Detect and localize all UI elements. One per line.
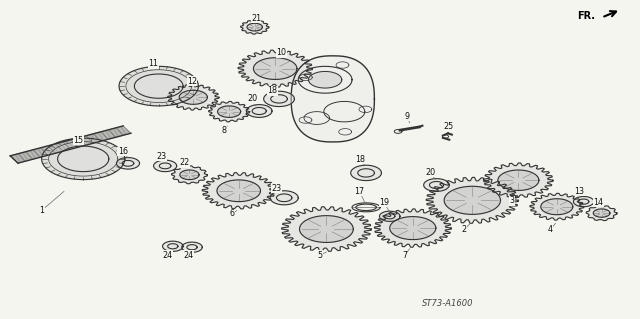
Polygon shape	[530, 193, 584, 220]
Text: 19: 19	[379, 198, 389, 207]
Text: 11: 11	[148, 59, 159, 68]
Polygon shape	[593, 209, 610, 217]
Polygon shape	[390, 217, 436, 240]
Text: 5: 5	[317, 251, 323, 260]
Polygon shape	[351, 165, 381, 181]
Polygon shape	[282, 207, 371, 251]
Polygon shape	[444, 186, 500, 214]
Text: 13: 13	[574, 187, 584, 196]
Polygon shape	[58, 146, 109, 172]
Polygon shape	[498, 170, 539, 190]
Polygon shape	[202, 173, 275, 209]
Polygon shape	[300, 216, 353, 242]
Text: 17: 17	[355, 187, 365, 196]
Polygon shape	[374, 209, 451, 247]
Polygon shape	[134, 74, 183, 98]
Text: 16: 16	[118, 147, 128, 156]
Text: 23: 23	[156, 152, 166, 161]
Polygon shape	[586, 205, 617, 221]
Polygon shape	[264, 91, 294, 107]
Text: 20: 20	[425, 168, 435, 177]
Text: 20: 20	[247, 94, 257, 103]
Polygon shape	[247, 23, 262, 31]
Polygon shape	[246, 105, 272, 117]
Polygon shape	[484, 163, 553, 197]
Polygon shape	[380, 211, 400, 221]
Text: 4: 4	[548, 225, 553, 234]
Polygon shape	[270, 191, 298, 205]
Polygon shape	[163, 241, 183, 251]
Text: 15: 15	[73, 136, 83, 145]
Text: 24: 24	[163, 251, 173, 260]
Polygon shape	[238, 50, 312, 87]
Text: FR.: FR.	[577, 11, 595, 21]
Polygon shape	[541, 199, 573, 215]
Polygon shape	[241, 20, 269, 34]
Polygon shape	[426, 177, 518, 223]
Text: 2: 2	[461, 225, 467, 234]
Text: 24: 24	[183, 251, 193, 260]
Polygon shape	[253, 58, 297, 79]
Polygon shape	[154, 160, 177, 172]
Text: 18: 18	[355, 155, 365, 164]
Polygon shape	[168, 85, 219, 110]
Polygon shape	[180, 170, 199, 180]
Polygon shape	[291, 56, 374, 142]
Polygon shape	[209, 101, 250, 122]
Text: 7: 7	[402, 251, 407, 260]
Polygon shape	[116, 158, 140, 169]
Polygon shape	[119, 66, 198, 106]
Text: 23: 23	[271, 184, 282, 193]
Text: 14: 14	[593, 198, 604, 207]
Text: 6: 6	[229, 209, 234, 218]
Polygon shape	[218, 106, 241, 117]
Text: 22: 22	[179, 158, 189, 167]
Polygon shape	[42, 138, 125, 180]
Polygon shape	[217, 180, 260, 202]
Text: ST73-A1600: ST73-A1600	[422, 299, 474, 308]
Text: 1: 1	[39, 206, 44, 215]
Text: 8: 8	[221, 126, 227, 135]
Polygon shape	[424, 179, 449, 191]
Text: 25: 25	[443, 122, 453, 130]
Text: 18: 18	[268, 86, 278, 95]
Text: 9: 9	[404, 112, 410, 121]
Polygon shape	[179, 90, 207, 104]
Text: 21: 21	[251, 14, 261, 23]
Polygon shape	[573, 197, 594, 207]
Polygon shape	[182, 242, 202, 252]
Text: 12: 12	[187, 77, 197, 86]
Polygon shape	[308, 71, 342, 88]
Text: 3: 3	[509, 197, 515, 205]
Polygon shape	[172, 166, 207, 184]
Text: 10: 10	[276, 48, 287, 57]
